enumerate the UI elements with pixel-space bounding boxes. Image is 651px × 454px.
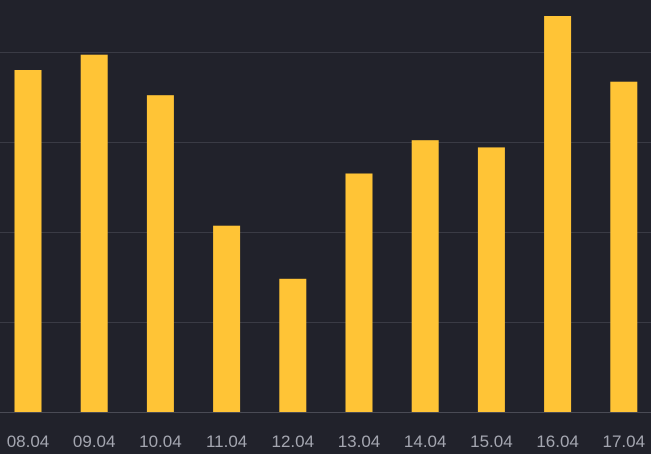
bar-11.04[interactable] bbox=[213, 225, 241, 412]
gridlines bbox=[0, 52, 651, 323]
x-tick-label: 14.04 bbox=[404, 432, 447, 451]
bar-12.04[interactable] bbox=[279, 278, 307, 412]
bar-series bbox=[14, 16, 638, 413]
x-tick-label: 16.04 bbox=[536, 432, 579, 451]
x-tick-label: 09.04 bbox=[73, 432, 116, 451]
x-tick-label: 08.04 bbox=[7, 432, 50, 451]
x-tick-label: 15.04 bbox=[470, 432, 513, 451]
bar-14.04[interactable] bbox=[411, 140, 439, 412]
bar-16.04[interactable] bbox=[544, 16, 572, 412]
x-tick-label: 12.04 bbox=[272, 432, 315, 451]
x-axis-tick-labels: 08.04 09.04 10.04 11.04 12.04 13.04 14.04 15.04… bbox=[7, 432, 645, 451]
bar-09.04[interactable] bbox=[80, 54, 108, 412]
bar-15.04[interactable] bbox=[477, 147, 505, 412]
bar-10.04[interactable] bbox=[146, 95, 174, 412]
bar-17.04[interactable] bbox=[610, 81, 638, 412]
x-tick-label: 11.04 bbox=[206, 432, 247, 451]
x-tick-label: 13.04 bbox=[338, 432, 381, 451]
bar-13.04[interactable] bbox=[345, 173, 373, 413]
bar-08.04[interactable] bbox=[14, 70, 42, 412]
x-tick-label: 10.04 bbox=[139, 432, 182, 451]
x-tick-label: 17.04 bbox=[603, 432, 646, 451]
